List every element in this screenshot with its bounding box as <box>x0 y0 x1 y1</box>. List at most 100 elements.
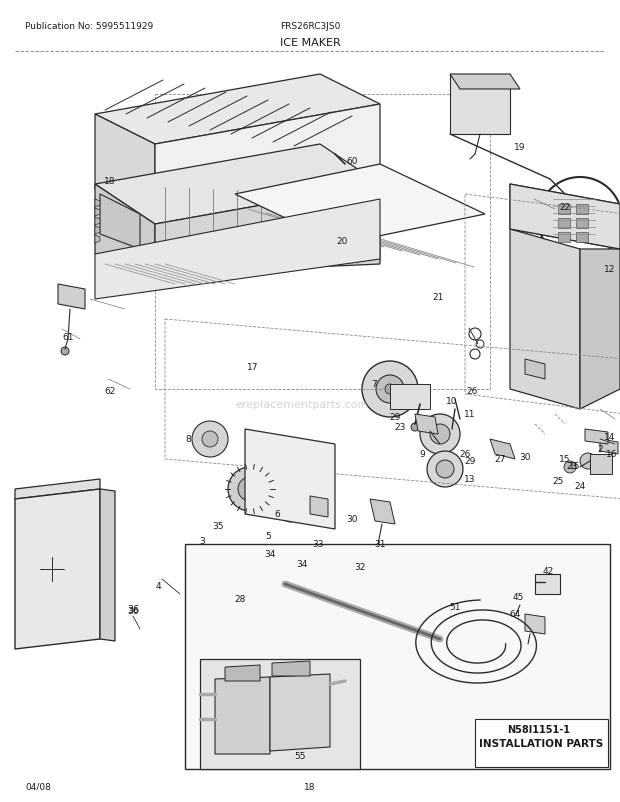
Text: 30: 30 <box>346 515 358 524</box>
Polygon shape <box>490 439 515 460</box>
Circle shape <box>61 347 69 355</box>
Text: 4: 4 <box>155 581 161 591</box>
Text: 12: 12 <box>604 265 616 274</box>
Circle shape <box>217 696 253 732</box>
Circle shape <box>522 282 558 318</box>
Circle shape <box>362 362 418 418</box>
Circle shape <box>287 701 303 717</box>
Circle shape <box>420 415 460 455</box>
Polygon shape <box>576 233 588 243</box>
Text: 11: 11 <box>464 410 476 419</box>
Text: 36: 36 <box>127 604 139 614</box>
Polygon shape <box>95 145 380 225</box>
Circle shape <box>299 498 311 510</box>
Circle shape <box>275 575 289 589</box>
Text: 33: 33 <box>312 540 324 549</box>
Text: FRS26RC3JS0: FRS26RC3JS0 <box>280 22 340 31</box>
Polygon shape <box>510 229 580 410</box>
Circle shape <box>430 424 450 444</box>
Polygon shape <box>270 674 330 751</box>
Text: 10: 10 <box>446 397 458 406</box>
Text: 29: 29 <box>464 457 476 466</box>
Circle shape <box>411 423 419 431</box>
Circle shape <box>279 693 311 725</box>
Text: 14: 14 <box>604 433 616 442</box>
Circle shape <box>48 590 56 598</box>
Polygon shape <box>415 415 438 435</box>
Polygon shape <box>95 236 100 244</box>
Text: 36: 36 <box>127 607 139 616</box>
Polygon shape <box>245 429 335 529</box>
Polygon shape <box>580 249 620 410</box>
Polygon shape <box>390 384 430 410</box>
Polygon shape <box>95 115 155 220</box>
Polygon shape <box>100 195 140 249</box>
Polygon shape <box>370 500 395 525</box>
Circle shape <box>235 549 245 559</box>
Text: 21: 21 <box>432 294 444 302</box>
Polygon shape <box>310 496 328 517</box>
Text: 18: 18 <box>104 177 116 186</box>
Polygon shape <box>95 200 380 300</box>
Polygon shape <box>590 455 612 475</box>
Polygon shape <box>58 285 85 310</box>
Text: 19: 19 <box>514 144 526 152</box>
Polygon shape <box>235 164 485 245</box>
Text: 64: 64 <box>509 610 521 618</box>
Polygon shape <box>272 661 310 676</box>
Polygon shape <box>558 219 570 229</box>
Circle shape <box>530 290 550 310</box>
Circle shape <box>202 431 218 448</box>
Polygon shape <box>576 219 588 229</box>
Text: 30: 30 <box>520 453 531 462</box>
Polygon shape <box>558 233 570 243</box>
Polygon shape <box>95 75 380 145</box>
Circle shape <box>385 384 395 395</box>
Text: 8: 8 <box>185 435 191 444</box>
Polygon shape <box>525 614 545 634</box>
Polygon shape <box>600 439 618 455</box>
Text: 61: 61 <box>62 333 74 342</box>
Text: 34: 34 <box>296 560 308 569</box>
Text: 20: 20 <box>336 237 348 246</box>
Text: 3: 3 <box>199 537 205 546</box>
Text: 26: 26 <box>466 387 477 396</box>
Text: 55: 55 <box>294 751 306 760</box>
Polygon shape <box>95 184 155 274</box>
Text: 51: 51 <box>450 603 461 612</box>
Circle shape <box>192 422 228 457</box>
Text: 62: 62 <box>104 387 116 396</box>
Text: N58I1151-1: N58I1151-1 <box>507 724 570 734</box>
Text: 13: 13 <box>464 475 476 484</box>
Polygon shape <box>95 200 100 208</box>
Polygon shape <box>450 75 510 135</box>
Text: 22: 22 <box>559 202 570 211</box>
Text: 42: 42 <box>542 567 554 576</box>
Text: 34: 34 <box>264 550 276 559</box>
Circle shape <box>54 583 66 595</box>
Text: 25: 25 <box>552 477 564 486</box>
Text: ereplacementparts.com: ereplacementparts.com <box>235 399 368 410</box>
Circle shape <box>427 452 463 488</box>
Polygon shape <box>558 205 570 215</box>
Text: 7: 7 <box>371 380 377 389</box>
Polygon shape <box>185 545 610 769</box>
Text: 35: 35 <box>212 522 224 531</box>
Circle shape <box>238 477 262 501</box>
Circle shape <box>564 461 576 473</box>
Circle shape <box>436 460 454 479</box>
Polygon shape <box>576 205 588 215</box>
Polygon shape <box>15 489 100 649</box>
Text: 26: 26 <box>459 450 471 459</box>
Circle shape <box>542 331 558 347</box>
Circle shape <box>228 468 272 512</box>
Polygon shape <box>535 574 560 594</box>
Polygon shape <box>15 480 100 500</box>
Text: 5: 5 <box>265 532 271 541</box>
Circle shape <box>535 325 565 354</box>
Text: 24: 24 <box>574 482 586 491</box>
Text: 15: 15 <box>559 455 571 464</box>
Text: 60: 60 <box>346 157 358 166</box>
Circle shape <box>248 732 272 756</box>
Text: 15: 15 <box>569 462 581 471</box>
